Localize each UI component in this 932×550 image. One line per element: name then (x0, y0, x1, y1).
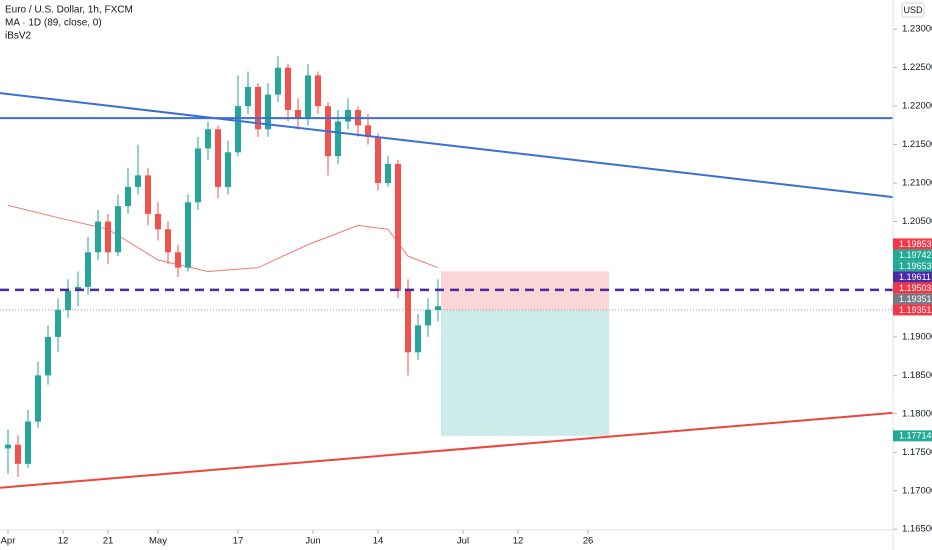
candle-body (245, 86, 251, 107)
y-tick-label: 1.22500 (902, 62, 932, 73)
indicator-label: MA · 1D (89, close, 0) (5, 18, 102, 29)
price-label-box (893, 271, 932, 283)
price-label: 1.19351 (899, 294, 932, 304)
candle-body (315, 75, 321, 107)
x-tick-label: 12 (513, 536, 524, 547)
x-tick-label: Apr (1, 536, 16, 547)
candle-body (195, 148, 201, 203)
candle-body (45, 336, 51, 376)
candle-body (225, 152, 231, 187)
y-tick-label: 1.18500 (902, 370, 932, 381)
candle-body (405, 290, 411, 353)
candle-body (395, 163, 401, 291)
price-label: 1.19742 (899, 250, 932, 260)
y-tick-label: 1.20500 (902, 216, 932, 227)
candle-body (425, 310, 431, 326)
candle-body (305, 75, 311, 118)
price-label-box (893, 238, 932, 250)
candle-body (145, 175, 151, 214)
price-label-box (893, 282, 932, 294)
x-tick-label: 26 (583, 536, 594, 547)
y-tick-label: 1.22000 (902, 101, 932, 112)
candle-body (265, 94, 271, 130)
x-tick-label: May (149, 536, 167, 547)
y-tick-label: 1.19000 (902, 331, 932, 342)
candle-body (125, 186, 131, 207)
moving-average (7, 204, 439, 273)
candle-body (135, 175, 141, 187)
price-label: 1.19351 (899, 305, 932, 315)
candle-body (35, 375, 41, 422)
candle-body (5, 444, 11, 449)
price-label-box (893, 249, 932, 261)
x-tick-label: Jul (457, 536, 469, 547)
plot-area (0, 56, 894, 489)
candle-body (295, 110, 301, 118)
candle-body (175, 252, 181, 268)
candle-body (85, 252, 91, 287)
x-tick-label: Jun (305, 536, 320, 547)
candle-body (375, 136, 381, 184)
candle-body (385, 163, 391, 184)
price-label-box (893, 304, 932, 316)
y-tick-label: 1.18000 (902, 408, 932, 419)
price-label-box (893, 430, 932, 442)
candle-body (55, 310, 61, 337)
candle-body (95, 221, 101, 253)
chart-title: Euro / U.S. Dollar, 1h, FXCM (5, 5, 133, 16)
price-label-box (893, 260, 932, 272)
x-tick-label: 21 (103, 536, 114, 547)
y-tick-label: 1.17500 (902, 447, 932, 458)
candle-body (25, 421, 31, 464)
candle-body (65, 290, 71, 310)
candle-body (255, 86, 261, 130)
candle-body (435, 306, 441, 310)
candle-body (275, 67, 281, 95)
price-label: 1.19853 (899, 239, 932, 249)
axes: 1.23000 1.22500 1.22000 1.21500 1.21000 1.205… (1, 24, 932, 547)
candle-body (105, 221, 111, 253)
x-tick-label: 12 (58, 536, 69, 547)
price-label-box (893, 293, 932, 305)
candle-body (155, 213, 161, 230)
candle-body (215, 129, 221, 187)
currency-box[interactable] (901, 2, 925, 18)
x-tick-label: 17 (233, 536, 244, 547)
trendline (0, 411, 894, 489)
candle-body (335, 121, 341, 157)
currency-label[interactable]: USD (903, 5, 923, 15)
candle-body (15, 444, 21, 464)
candle-body (415, 325, 421, 353)
indicator-label: iBsV2 (5, 31, 32, 42)
candle-body (285, 67, 291, 110)
target-zone (441, 309, 609, 436)
price-label: 1.19611 (899, 272, 931, 282)
y-tick-label: 1.16500 (902, 524, 932, 535)
price-label: 1.19653 (899, 261, 932, 271)
trendline (0, 92, 894, 199)
candle-body (115, 206, 121, 253)
candle-body (345, 110, 351, 122)
y-tick-label: 1.21000 (902, 178, 932, 189)
candle-body (365, 125, 371, 137)
candle-body (235, 106, 241, 153)
x-tick-label: 14 (373, 536, 384, 547)
price-label: 1.17714 (899, 431, 932, 441)
candle-body (165, 229, 171, 253)
y-tick-label: 1.21500 (902, 139, 932, 150)
candle-body (185, 202, 191, 268)
y-tick-label: 1.17000 (902, 485, 932, 496)
price-label: 1.19503 (899, 283, 932, 293)
candle-body (205, 129, 211, 149)
y-tick-label: 1.23000 (902, 24, 932, 35)
